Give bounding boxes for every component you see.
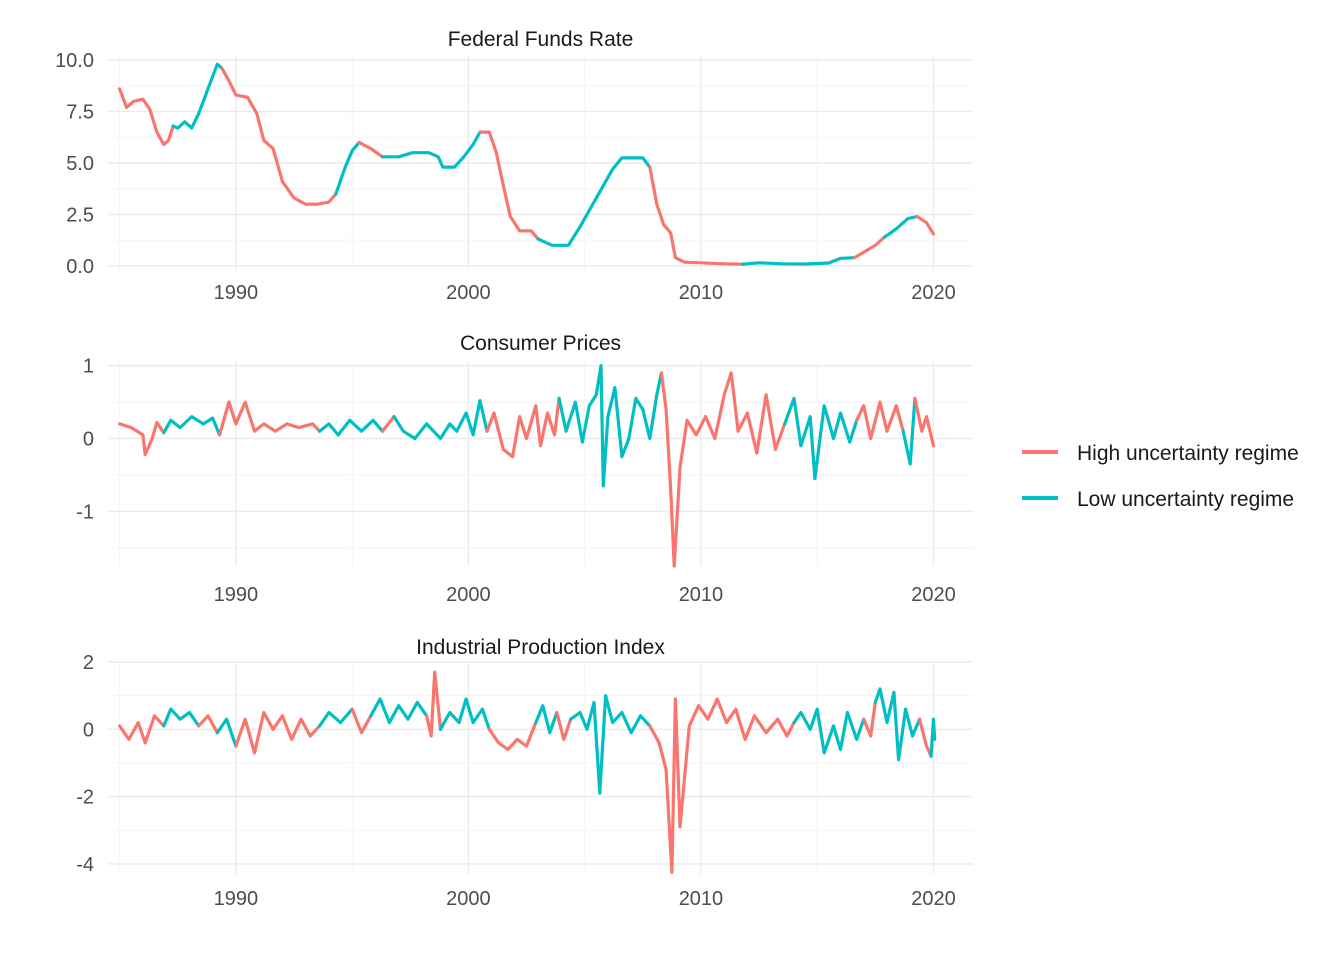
low-regime-line <box>334 140 361 196</box>
low-regime-line <box>380 130 482 169</box>
high-regime-line <box>852 235 887 260</box>
low-regime-line <box>534 704 559 735</box>
high-regime-line <box>350 707 373 735</box>
y-tick-label: 0 <box>83 719 94 741</box>
low-regime-line <box>783 396 859 481</box>
x-tick-label: 2020 <box>911 584 956 606</box>
x-tick-label: 1990 <box>214 584 259 606</box>
y-tick-label: 0.0 <box>66 256 94 278</box>
high-regime-line <box>380 415 396 433</box>
low-regime-line <box>162 707 201 728</box>
low-regime-line <box>369 697 429 725</box>
x-tick-label: 2010 <box>679 584 724 606</box>
high-regime-line <box>487 721 538 752</box>
low-regime-line <box>557 364 663 488</box>
y-tick-label: 5.0 <box>66 153 94 175</box>
high-regime-line <box>855 400 905 441</box>
y-tick-label: -4 <box>76 854 94 876</box>
y-tick-label: -1 <box>76 501 94 523</box>
high-regime-line <box>478 130 540 241</box>
high-regime-line <box>648 697 796 874</box>
y-tick-label: -2 <box>76 787 94 809</box>
y-tick-label: 7.5 <box>66 102 94 124</box>
low-regime-line <box>883 214 919 239</box>
major-gridlines <box>108 661 973 874</box>
y-tick-label: 1 <box>83 356 94 378</box>
low-regime-line <box>792 707 866 755</box>
low-regime-line <box>392 399 489 441</box>
panel-title: Industrial Production Index <box>416 636 665 659</box>
high-regime-line <box>118 87 175 147</box>
low-regime-line <box>318 707 354 728</box>
x-tick-label: 2000 <box>446 282 491 304</box>
x-tick-label: 2010 <box>679 888 724 910</box>
y-tick-label: 2.5 <box>66 204 94 226</box>
low-regime-line <box>741 256 856 266</box>
x-tick-label: 2000 <box>446 584 491 606</box>
y-tick-label: 0 <box>83 429 94 451</box>
series-lines <box>118 364 936 568</box>
high-regime-line <box>917 717 933 758</box>
major-gridlines <box>108 362 973 566</box>
panel-2: Consumer Prices -1 0 1 1990 2000 2010 2020 <box>76 332 973 606</box>
high-regime-line <box>197 714 219 735</box>
minor-gridlines <box>108 662 973 874</box>
low-regime-line <box>318 418 384 437</box>
x-tick-label: 1990 <box>214 888 259 910</box>
minor-gridlines <box>108 362 973 566</box>
legend: High uncertainty regime Low uncertainty r… <box>1022 442 1299 511</box>
high-regime-line <box>218 400 322 437</box>
high-regime-line <box>659 371 787 568</box>
legend-label: High uncertainty regime <box>1077 442 1299 465</box>
low-regime-line <box>873 687 922 762</box>
series-lines <box>118 670 937 874</box>
legend-label: Low uncertainty regime <box>1077 488 1294 511</box>
high-regime-line <box>862 700 877 738</box>
x-tick-label: 1990 <box>214 282 259 304</box>
major-gridlines <box>108 56 973 270</box>
low-regime-line <box>162 415 222 437</box>
high-regime-line <box>234 710 322 755</box>
y-tick-label: 10.0 <box>55 50 94 72</box>
x-tick-label: 2010 <box>679 282 724 304</box>
series-lines <box>118 62 936 266</box>
panel-1: Federal Funds Rate 0.0 2.5 5.0 7.5 10.0 1990 20… <box>55 28 973 304</box>
x-tick-label: 2020 <box>911 282 956 304</box>
panel-title: Consumer Prices <box>460 332 621 355</box>
high-regime-line <box>915 214 936 236</box>
low-regime-line <box>929 717 937 758</box>
legend-item-high: High uncertainty regime <box>1022 442 1299 465</box>
high-regime-line <box>648 165 745 266</box>
high-regime-line <box>913 396 936 448</box>
x-tick-label: 2000 <box>446 888 491 910</box>
high-regime-line <box>555 710 573 741</box>
low-regime-line <box>569 694 652 795</box>
high-regime-line <box>425 670 443 738</box>
high-regime-line <box>118 714 166 745</box>
low-regime-line <box>438 697 491 731</box>
high-regime-line <box>118 420 166 457</box>
high-regime-line <box>220 66 338 206</box>
x-tick-label: 2020 <box>911 888 956 910</box>
panel-3: Industrial Production Index -4 -2 0 2 1990 200… <box>76 636 973 910</box>
high-regime-line <box>485 396 561 459</box>
low-regime-line <box>901 396 917 466</box>
high-regime-line <box>357 140 384 159</box>
low-regime-line <box>171 62 224 130</box>
legend-item-low: Low uncertainty regime <box>1022 488 1294 511</box>
panel-title: Federal Funds Rate <box>448 28 634 51</box>
y-tick-label: 2 <box>83 652 94 674</box>
low-regime-line <box>536 156 652 247</box>
low-regime-line <box>215 717 238 748</box>
